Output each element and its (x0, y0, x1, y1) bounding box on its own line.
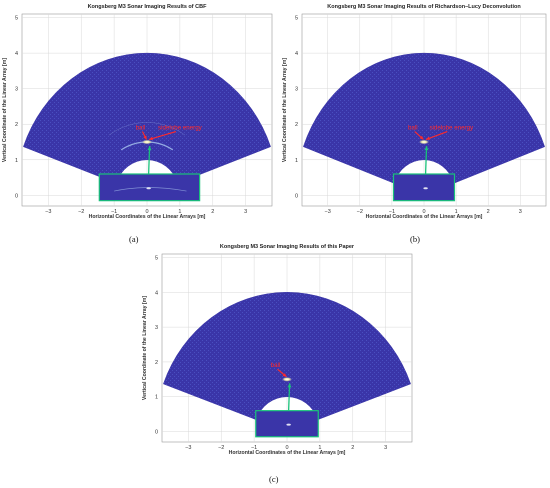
caption-b: (b) (410, 234, 420, 244)
annotation-arrow-head (282, 373, 287, 377)
inset-fill (393, 174, 455, 201)
x-tick-label: −3 (45, 209, 51, 215)
y-tick-label: 1 (295, 158, 298, 164)
y-tick-label: 4 (155, 290, 158, 296)
annotation-arrow (425, 131, 448, 141)
y-tick-label: 0 (155, 430, 158, 436)
annotation-arrow-head (419, 135, 424, 140)
y-tick-label: 0 (295, 193, 298, 199)
annotation-label: ball (271, 362, 281, 369)
y-tick-label: 0 (15, 193, 18, 199)
annotation-label: sidelobe energy (429, 125, 474, 132)
x-tick-label: 0 (422, 209, 425, 215)
sidelobe-arc-faint (108, 122, 186, 136)
x-axis-label: Horizontal Coordinates of the Linear Arr… (229, 450, 346, 456)
annotation-label: ball (136, 125, 146, 132)
x-tick-label: 2 (487, 209, 490, 215)
x-axis-label: Horizontal Coordinates of the Linear Arr… (366, 214, 483, 220)
y-tick-label: 3 (295, 87, 298, 93)
x-tick-label: 3 (384, 445, 387, 451)
annotation-arrow-head (143, 135, 147, 140)
y-tick-label: 2 (295, 122, 298, 128)
sonar-fan (163, 292, 411, 420)
inset-arrow-head (147, 146, 152, 151)
y-tick-label: 3 (155, 325, 158, 331)
panel-c: ball −3 −2 −1 0 1 2 3 0 1 2 3 4 5 Kongsberg M3 Sonar I… (140, 242, 415, 470)
x-tick-label: 1 (318, 445, 321, 451)
x-tick-label: −1 (111, 209, 117, 215)
annotation-label: ball (408, 125, 418, 132)
inset-arrow-head (424, 146, 429, 151)
y-tick-label: 5 (155, 255, 158, 261)
chart-title: Kongsberg M3 Sonar Imaging Results of CB… (88, 4, 208, 10)
x-tick-label: −1 (251, 445, 257, 451)
y-tick-label: 1 (15, 158, 18, 164)
panel-a: ball sidelobe energy −3 −2 −1 0 1 2 3 0 1 2 3 4 5 Kongs… (0, 0, 275, 232)
chart-a: ball sidelobe energy −3 −2 −1 0 1 2 3 0 1 2 3 4 5 Kongs… (2, 4, 273, 220)
sonar-fan (303, 52, 545, 184)
chart-b: ball sidelobe energy −3 −2 −1 0 1 2 3 0 1 2 3 4 5 Kongs… (282, 4, 547, 220)
x-tick-label: −2 (78, 209, 84, 215)
x-tick-label: 1 (455, 209, 458, 215)
inset-target (146, 187, 151, 190)
x-tick-label: 2 (211, 209, 214, 215)
inset-box (98, 173, 201, 202)
y-tick-label: 2 (155, 360, 158, 366)
x-tick-label: −3 (325, 209, 331, 215)
caption-c: (c) (269, 474, 279, 484)
chart-c: ball −3 −2 −1 0 1 2 3 0 1 2 3 4 5 Kongsberg M3 Sonar I… (142, 244, 413, 456)
inset-target (286, 423, 291, 426)
y-tick-label: 2 (15, 122, 18, 128)
inset-arrow (147, 145, 151, 174)
y-tick-label: 4 (15, 51, 18, 57)
inset-box (392, 173, 456, 202)
x-tick-label: 0 (145, 209, 148, 215)
y-tick-label: 1 (155, 395, 158, 401)
x-axis-label: Horizontal Coordinates of the Linear Arr… (89, 214, 206, 220)
chart-title: Kongsberg M3 Sonar Imaging Results of th… (220, 244, 355, 250)
inset-arrow (287, 383, 291, 411)
target-glow (282, 377, 292, 382)
inset-fill (255, 410, 319, 437)
sonar-fan (23, 52, 271, 184)
y-axis-label: Vertical Coordinate of the Linear Array … (142, 296, 148, 400)
x-tick-label: −2 (218, 445, 224, 451)
inset-box (255, 410, 319, 438)
x-tick-label: 2 (351, 445, 354, 451)
y-axis-label: Vertical Coordinate of the Linear Array … (282, 58, 288, 162)
annotation-arrow-head (426, 136, 430, 140)
y-tick-label: 3 (15, 87, 18, 93)
annotation-arrow-head (149, 136, 153, 141)
annotation-arrow (148, 131, 177, 141)
y-tick-label: 5 (15, 16, 18, 22)
x-tick-label: 3 (244, 209, 247, 215)
y-tick-label: 4 (295, 51, 298, 57)
inset-target (423, 187, 428, 190)
x-tick-label: −3 (185, 445, 191, 451)
annotation-label: sidelobe energy (158, 125, 203, 132)
target-glow (142, 139, 152, 145)
y-axis-label: Vertical Coordinate of the Linear Array … (2, 58, 8, 162)
x-tick-label: 3 (519, 209, 522, 215)
x-tick-label: 0 (285, 445, 288, 451)
panel-b: ball sidelobe energy −3 −2 −1 0 1 2 3 0 1 2 3 4 5 Kongs… (280, 0, 550, 232)
inset-arrow-head (287, 383, 292, 388)
target-glow (419, 139, 429, 145)
x-tick-label: −2 (357, 209, 363, 215)
y-tick-label: 5 (295, 16, 298, 22)
x-tick-label: −1 (389, 209, 395, 215)
caption-a: (a) (129, 234, 139, 244)
x-tick-label: 1 (178, 209, 181, 215)
chart-title: Kongsberg M3 Sonar Imaging Results of Ri… (327, 4, 521, 10)
inset-arrow (424, 145, 428, 174)
